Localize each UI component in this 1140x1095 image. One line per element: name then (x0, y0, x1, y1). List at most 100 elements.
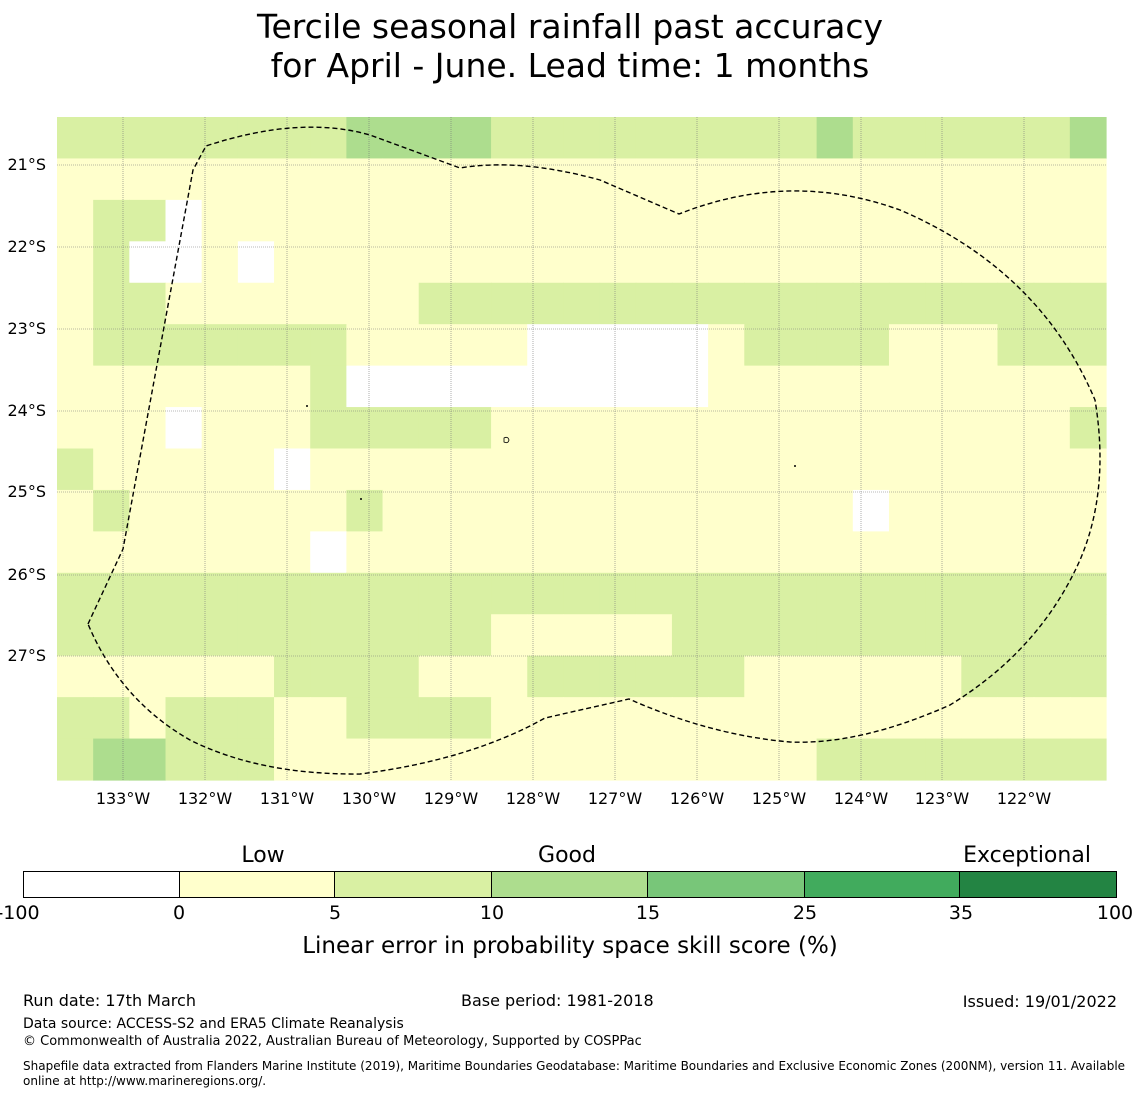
grid-cell (671, 282, 709, 325)
grid-cell (382, 199, 420, 242)
grid-cell (599, 572, 637, 615)
grid-cell (852, 448, 890, 491)
grid-cell (708, 614, 745, 657)
grid-cell (635, 738, 673, 781)
grid-cell (816, 614, 854, 657)
grid-cell (274, 697, 311, 740)
grid-cell (852, 655, 890, 698)
grid-cell (671, 117, 709, 160)
grid-cell (997, 407, 1035, 450)
grid-cell (274, 407, 311, 450)
grid-cell (888, 241, 926, 284)
grid-cell (888, 697, 926, 740)
grid-cell (310, 614, 347, 657)
grid-cell (310, 117, 347, 160)
grid-cell (816, 655, 854, 698)
grid-cell (418, 365, 456, 408)
grid-cell (780, 655, 818, 698)
issued-date: Issued: 19/01/2022 (962, 992, 1117, 1011)
grid-cell (888, 158, 926, 201)
grid-cell (1069, 407, 1107, 450)
grid-cell (780, 697, 818, 740)
grid-cell (346, 614, 384, 657)
grid-cell (925, 448, 962, 491)
grid-cell (237, 365, 275, 408)
lon-label-122w: 122°W (996, 789, 1052, 808)
grid-cell (852, 324, 890, 367)
grid-cell (93, 448, 130, 491)
grid-cell (852, 531, 890, 574)
grid-cell (454, 241, 492, 284)
grid-cell (382, 324, 420, 367)
grid-cell (274, 448, 311, 491)
lat-label-21s: 21°S (7, 155, 46, 174)
grid-cell (708, 365, 745, 408)
grid-cell (165, 572, 203, 615)
grid-cell (418, 531, 456, 574)
grid-cell (1033, 282, 1071, 325)
grid-cell (888, 365, 926, 408)
grid-cell (129, 655, 167, 698)
grid-cell (997, 324, 1035, 367)
grid-cell (961, 489, 999, 532)
island-dot (306, 405, 308, 407)
grid-cell (527, 655, 565, 698)
grid-cell (599, 199, 637, 242)
grid-cell (527, 158, 565, 201)
grid-cell (599, 448, 637, 491)
colorbar-tick-15: 15 (635, 902, 661, 924)
grid-cell (563, 697, 601, 740)
grid-cell (852, 241, 890, 284)
grid-cell (961, 614, 999, 657)
grid-cell (274, 282, 311, 325)
grid-cell (744, 324, 782, 367)
grid-cell (635, 324, 673, 367)
grid-cell (201, 448, 239, 491)
grid-cell (201, 324, 239, 367)
lat-label-25s: 25°S (7, 482, 46, 501)
grid-cell (599, 117, 637, 160)
grid-cell (599, 697, 637, 740)
grid-cell (1033, 365, 1071, 408)
grid-cell (274, 324, 311, 367)
grid-cell (671, 572, 709, 615)
grid-cell (925, 117, 962, 160)
grid-cell (852, 407, 890, 450)
grid-cell (744, 489, 782, 532)
lon-label-131w: 131°W (259, 789, 315, 808)
lat-label-22s: 22°S (7, 237, 46, 256)
grid-cell (527, 738, 565, 781)
grid-cell (1033, 324, 1071, 367)
grid-cell (563, 738, 601, 781)
grid-cell (382, 489, 420, 532)
colorbar-segment-green-1 (492, 872, 648, 897)
grid-cell (165, 738, 203, 781)
grid-cell (816, 531, 854, 574)
colorbar (23, 871, 1117, 898)
grid-cell (165, 697, 203, 740)
grid-cell (237, 241, 275, 284)
grid-cell (346, 448, 384, 491)
grid-cell (57, 117, 94, 160)
grid-cell (93, 738, 130, 781)
grid-cell (997, 448, 1035, 491)
grid-cell (57, 158, 94, 201)
grid-cell (382, 448, 420, 491)
grid-cell (491, 448, 528, 491)
grid-cell (454, 365, 492, 408)
grid-cell (310, 241, 347, 284)
grid-cell (346, 365, 384, 408)
grid-cell (57, 697, 94, 740)
grid-cell (563, 158, 601, 201)
grid-cell (563, 241, 601, 284)
colorbar-tick-100: 100 (1096, 902, 1134, 924)
grid-cell (129, 117, 167, 160)
grid-cell (491, 489, 528, 532)
grid-cell (671, 199, 709, 242)
grid-cell (382, 655, 420, 698)
island-dot (360, 498, 362, 500)
grid-cell (852, 282, 890, 325)
grid-cell (346, 158, 384, 201)
grid-cell (599, 614, 637, 657)
grid-cell (93, 572, 130, 615)
